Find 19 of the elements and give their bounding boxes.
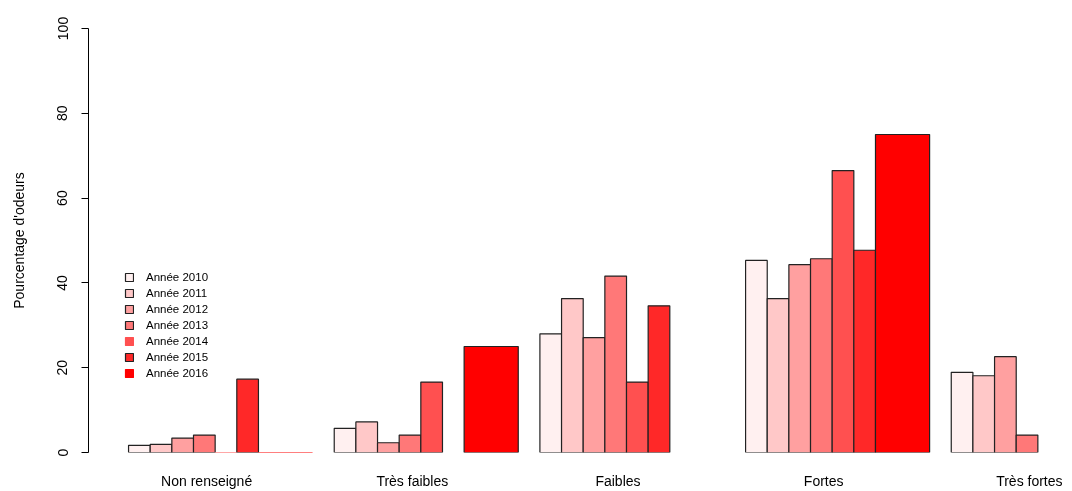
x-tick-label: Très faibles	[376, 472, 449, 489]
legend-label: Année 2015	[146, 350, 209, 364]
x-tick-label: Non renseigné	[161, 472, 253, 489]
y-tick-label: 20	[54, 359, 71, 376]
y-tick-label: 100	[54, 16, 71, 41]
y-tick-label: 40	[54, 274, 71, 291]
legend-label: Année 2011	[146, 286, 208, 300]
legend-label: Année 2014	[146, 334, 209, 348]
y-axis-title: Pourcentage d'odeurs	[10, 172, 27, 309]
x-tick-label: Très fortes	[996, 472, 1063, 489]
legend-label: Année 2013	[146, 318, 209, 332]
x-tick-label: Fortes	[803, 472, 844, 489]
y-tick-label: 0	[54, 448, 71, 457]
y-tick-label: 80	[54, 105, 71, 122]
legend-label: Année 2010	[146, 270, 209, 284]
x-tick-label: Faibles	[595, 472, 641, 489]
legend-label: Année 2016	[146, 366, 209, 380]
legend-label: Année 2012	[146, 302, 209, 316]
y-tick-label: 60	[54, 190, 71, 206]
